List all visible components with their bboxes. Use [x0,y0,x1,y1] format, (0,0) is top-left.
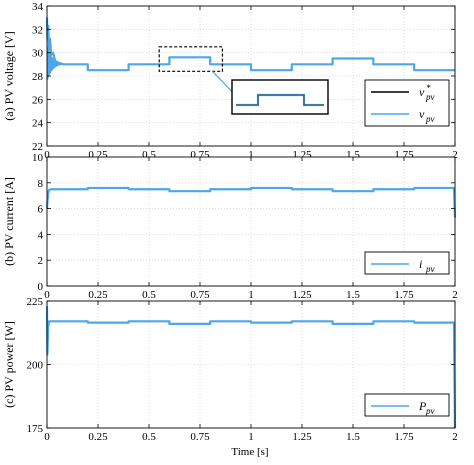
current-legend-sub-0: pv [425,264,435,274]
power-x-tick-label: 1 [248,431,254,443]
current-x-tick-label: 2 [452,289,458,301]
voltage-legend-box [364,79,450,127]
voltage-legend-sub-0: pv [425,92,435,102]
voltage-y-tick-label: 32 [32,24,43,36]
power-x-tick-label: 1.5 [346,431,360,443]
current-y-tick-label: 6 [38,204,44,216]
current-y-tick-label: 4 [38,229,44,241]
current-x-tick-label: 1.25 [292,289,312,301]
voltage-legend-label-1: v [419,107,425,121]
voltage-y-tick-label: 34 [32,1,44,13]
voltage-legend-sup-0: * [426,83,431,93]
current-x-tick-label: 1.75 [394,289,414,301]
power-y-tick-label: 225 [27,296,44,308]
voltage-inset-frame [231,79,329,115]
voltage-startup-oscillation [46,46,63,80]
current-y-tick-label: 2 [38,255,44,267]
voltage-inset-reference [236,94,324,106]
voltage-legend-sub-1: pv [425,114,435,124]
current-legend: i pv [364,251,450,275]
power-y-tick-label: 175 [27,423,44,435]
current-legend-label-0: i [419,257,422,271]
power-x-tick-label: 0.25 [88,431,108,443]
current-x-tick-label: 0.5 [142,289,156,301]
current-x-tick-label: 0.75 [190,289,210,301]
x-axis-label: Time [s] [231,446,268,458]
voltage-legend-label-0: v [419,85,425,99]
power-legend-sub-0: pv [425,406,435,416]
power-x-tick-label: 0 [44,431,50,443]
power-x-tick-label: 0.75 [190,431,210,443]
power-legend-box [364,393,450,417]
panel-pv-voltage: 0 0.25 0.5 0.75 1 1.25 1.5 1.75 222242628303234(… [2,1,458,161]
voltage-legend: v *pvv pv [364,79,450,127]
power-x-tick-label: 1.75 [394,431,414,443]
current-y-tick-label: 0 [38,281,44,293]
voltage-series-1 [45,17,455,72]
voltage-x-tick-label: 1 [248,149,254,161]
current-legend-box [364,251,450,275]
current-x-tick-label: 0 [44,289,50,301]
voltage-y-tick-label: 24 [32,118,44,130]
voltage-x-tick-label: 0 [44,149,50,161]
voltage-zoom-region [158,46,224,72]
voltage-y-tick-label: 26 [32,94,44,106]
voltage-x-tick-label: 2 [452,149,458,161]
current-y-tick-label: 8 [38,178,44,190]
panel-pv-power: 0 0.25 0.5 0.75 1 1.25 1.5 1.75 2 175 200 225 (c) PV… [2,296,458,443]
voltage-y-tick-label: 28 [32,71,44,83]
current-x-tick-label: 1.5 [346,289,360,301]
current-x-tick-label: 0.25 [88,289,108,301]
voltage-y-tick-label: 22 [32,141,43,153]
power-x-tick-label: 1.25 [292,431,312,443]
voltage-y-axis-label: (a) PV voltage [V] [2,31,16,120]
power-legend-label-0: P [418,399,427,413]
power-y-axis-label: (c) PV power [W] [2,321,16,408]
power-x-tick-label: 0.5 [142,431,156,443]
power-y-tick-label: 200 [27,360,44,372]
current-y-tick-label: 10 [32,152,44,164]
current-y-axis-label: (b) PV current [A] [2,177,16,266]
current-series-0 [45,186,457,218]
power-series-0 [45,306,457,429]
power-x-tick-label: 2 [452,431,458,443]
current-x-tick-label: 1 [248,289,254,301]
voltage-y-tick-label: 30 [32,48,44,60]
